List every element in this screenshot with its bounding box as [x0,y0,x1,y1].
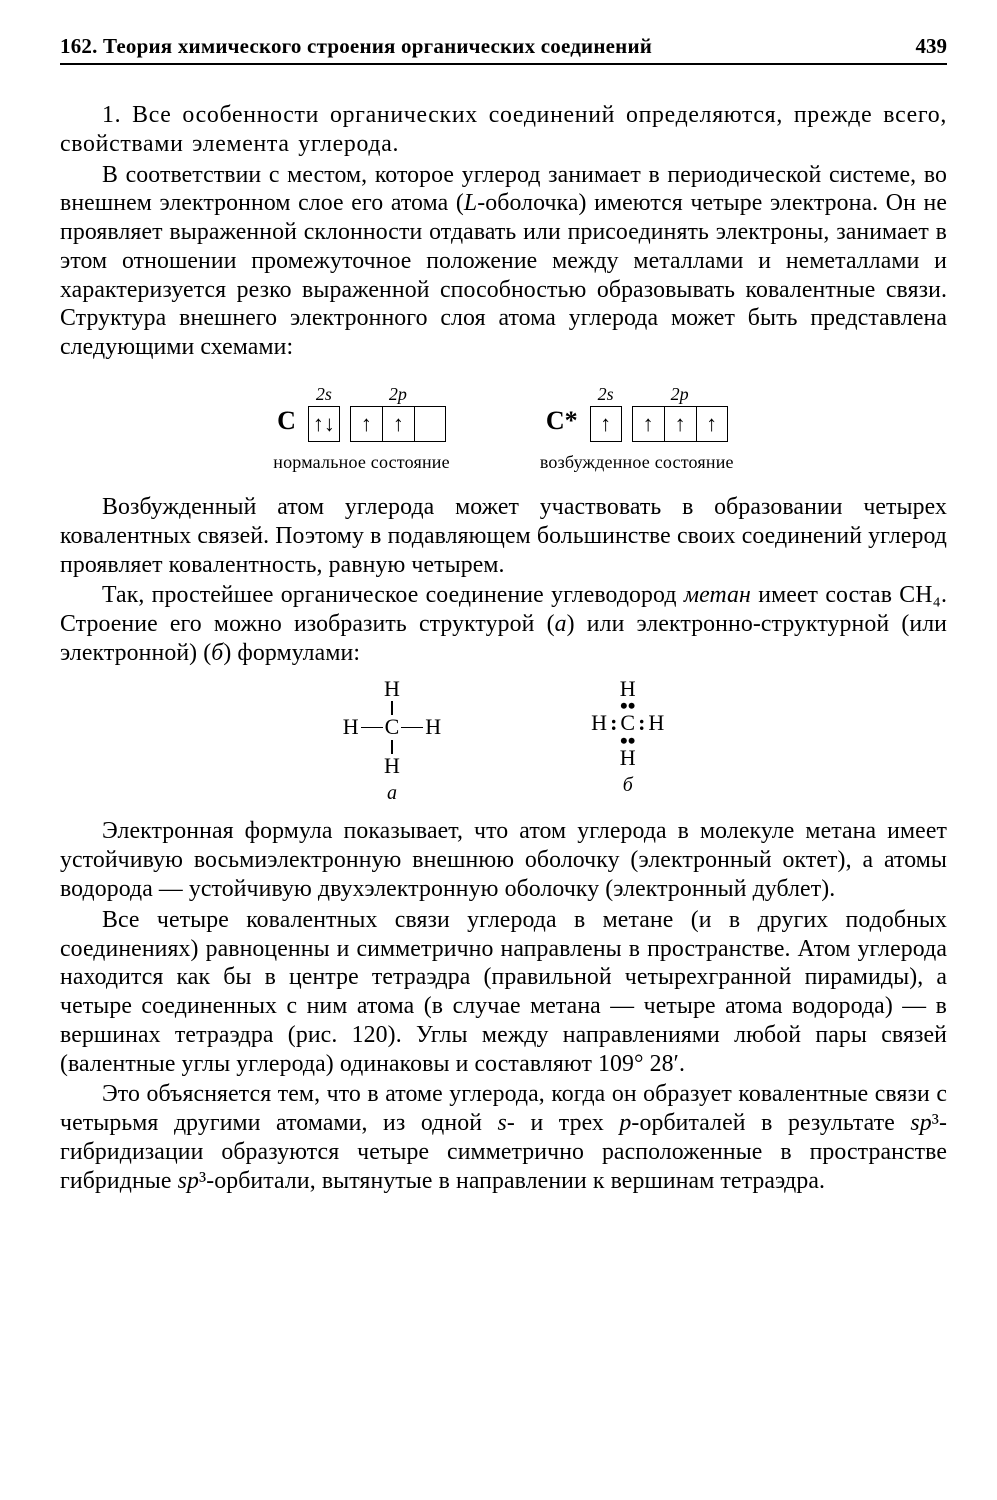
formula-label-a: а [387,783,397,803]
p4-italic-a: а [555,611,567,637]
atom-H-left: H [343,716,359,738]
methane-structural: H H C H H а [343,678,441,804]
orbital-state-excited: C* 2s ↑ 2p ↑ ↑ ↑ возбужденное состояние [540,384,734,473]
paragraph-1: 1. Все особенности органических соединен… [60,101,947,159]
p7-italic-p: p [619,1110,631,1136]
orb-cell: ↑ [664,406,696,442]
paragraph-3: Возбужденный атом углерода может участво… [60,493,947,579]
atom-C-center: C [385,716,400,738]
section-title: 162. Теория химического строения органич… [60,34,652,59]
paragraph-6: Все четыре ковалентных связи углерода в … [60,906,947,1079]
p7-italic-sp2: sp [178,1168,199,1194]
orb-cell: ↑↓ [308,406,340,442]
electron-pair-icon: : [638,712,645,734]
orb-cell: ↑ [382,406,414,442]
atom-H-right: H [648,712,664,734]
sublevel-2s-normal: 2s ↑↓ [308,384,340,442]
atom-H-top: H [384,678,400,700]
p4-text-g: ) формулами: [223,640,360,666]
p7-text-e: -орбиталей в результате [631,1110,910,1136]
sublevel-2s-excited: 2s ↑ [590,384,622,442]
atom-symbol-C-star: C* [546,406,580,442]
bond-line-icon [361,727,383,729]
running-header: 162. Теория химического строения органич… [60,34,947,65]
orb-cell: ↑ [632,406,664,442]
methane-formulas: H H C H H а H •• H : C : H •• [60,678,947,804]
orbital-diagrams: C 2s ↑↓ 2p ↑ ↑ нормальное состояние [60,384,947,473]
methane-electronic: H •• H : C : H •• H б [591,678,664,804]
sublevel-label-2p: 2p [389,384,407,405]
p4-italic-b: б [211,640,223,666]
p7-text-c: - и трех [507,1110,620,1136]
paragraph-4: Так, простейшее органическое соединение … [60,581,947,667]
p2-italic-L: L [464,190,477,216]
orb-cell: ↑ [350,406,382,442]
electron-pair-icon: : [610,712,617,734]
sublevel-label-2s: 2s [598,384,614,405]
orb-cell: ↑ [696,406,728,442]
sublevel-label-2s: 2s [316,384,332,405]
page-number: 439 [916,34,948,59]
orb-cell: ↑ [590,406,622,442]
atom-H-bottom: H [620,747,636,769]
sublevel-2p-excited: 2p ↑ ↑ ↑ [632,384,728,442]
formula-label-b: б [623,775,633,795]
bond-line-icon [391,740,393,754]
p7-italic-sp1: sp [910,1110,931,1136]
sublevel-2p-normal: 2p ↑ ↑ [350,384,446,442]
atom-H-right: H [425,716,441,738]
atom-symbol-C: C [277,406,298,442]
paragraph-5: Электронная формула показывает, что атом… [60,817,947,903]
sublevel-label-2p: 2p [671,384,689,405]
paragraph-7: Это объясняется тем, что в атоме углерод… [60,1080,947,1195]
p7-text-i: ³-орбитали, вытянутые в направлении к ве… [199,1168,825,1194]
p4-text-a: Так, простейшее органическое соединение … [102,582,684,608]
orb-cell [414,406,446,442]
paragraph-2: В соответствии с местом, которое углерод… [60,161,947,362]
bond-line-icon [401,727,423,729]
orbital-caption-excited: возбужденное состояние [540,452,734,473]
p4-italic-methane: метан [684,582,751,608]
atom-H-bottom: H [384,755,400,777]
orbital-state-normal: C 2s ↑↓ 2p ↑ ↑ нормальное состояние [273,384,450,473]
orbital-caption-normal: нормальное состояние [273,452,450,473]
p7-italic-s: s [498,1110,507,1136]
bond-line-icon [391,701,393,715]
atom-H-left: H [591,712,607,734]
